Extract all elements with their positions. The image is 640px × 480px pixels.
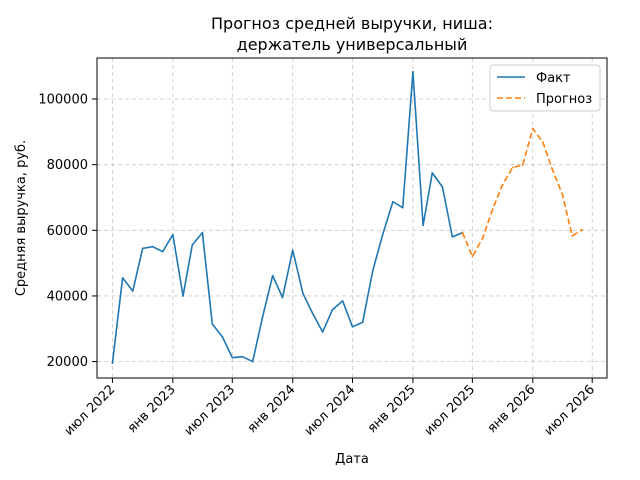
legend: Факт Прогноз [489, 64, 601, 112]
data-point [302, 292, 304, 295]
data-point [201, 231, 204, 234]
grid-lines [97, 58, 607, 378]
data-point [291, 249, 294, 251]
data-point [491, 208, 494, 210]
data-point [401, 206, 404, 209]
data-point [221, 336, 224, 338]
data-point [321, 331, 324, 333]
data-point [132, 290, 134, 292]
data-point [431, 172, 434, 174]
chart-title-line-2: держатель универсальный [237, 35, 468, 54]
chart-title-line-1: Прогноз средней выручки, ниша: [211, 14, 493, 33]
data-point [381, 233, 384, 236]
data-point [501, 183, 504, 186]
data-point [271, 274, 274, 277]
data-point [392, 200, 394, 203]
data-point [481, 237, 484, 240]
data-point [561, 193, 564, 196]
data-point [111, 362, 114, 365]
data-point [471, 255, 474, 258]
y-tick-label: 80000 [47, 158, 88, 173]
data-point [422, 224, 424, 227]
data-point [441, 186, 444, 188]
data-point [182, 295, 184, 297]
data-point [121, 277, 124, 279]
data-point [521, 164, 524, 167]
data-point [281, 296, 284, 299]
data-point [571, 235, 573, 237]
legend-label-forecast: Прогноз [536, 92, 592, 107]
data-point [551, 168, 553, 170]
data-point [581, 228, 584, 231]
data-point [161, 250, 164, 253]
data-point [461, 231, 464, 234]
data-point [361, 321, 364, 324]
data-point [311, 312, 314, 314]
data-point [341, 300, 344, 302]
data-point [152, 245, 154, 248]
data-point [412, 70, 414, 73]
y-tick-label: 100000 [38, 93, 88, 108]
data-point [511, 166, 514, 169]
y-axis-ticks: 20000 40000 60000 80000 100000 [38, 93, 97, 370]
data-point [331, 308, 334, 311]
data-point [211, 323, 214, 325]
data-point [351, 326, 354, 328]
data-point [241, 355, 244, 358]
data-point [191, 244, 194, 246]
y-axis-label: Средняя выручка, руб. [14, 140, 29, 296]
data-point [451, 236, 454, 238]
plot-series [111, 70, 584, 365]
data-point [372, 269, 374, 272]
x-axis-label: Дата [335, 452, 369, 467]
legend-label-fact: Факт [536, 71, 571, 86]
series-line-fact [111, 70, 463, 364]
data-point [261, 316, 264, 319]
data-point [141, 247, 144, 250]
data-point [172, 233, 174, 236]
data-point [231, 356, 234, 359]
y-tick-label: 20000 [47, 355, 88, 370]
data-point [531, 127, 534, 130]
y-tick-label: 60000 [47, 224, 88, 239]
data-point [251, 360, 254, 363]
data-point [542, 141, 544, 144]
y-tick-label: 40000 [47, 289, 88, 304]
